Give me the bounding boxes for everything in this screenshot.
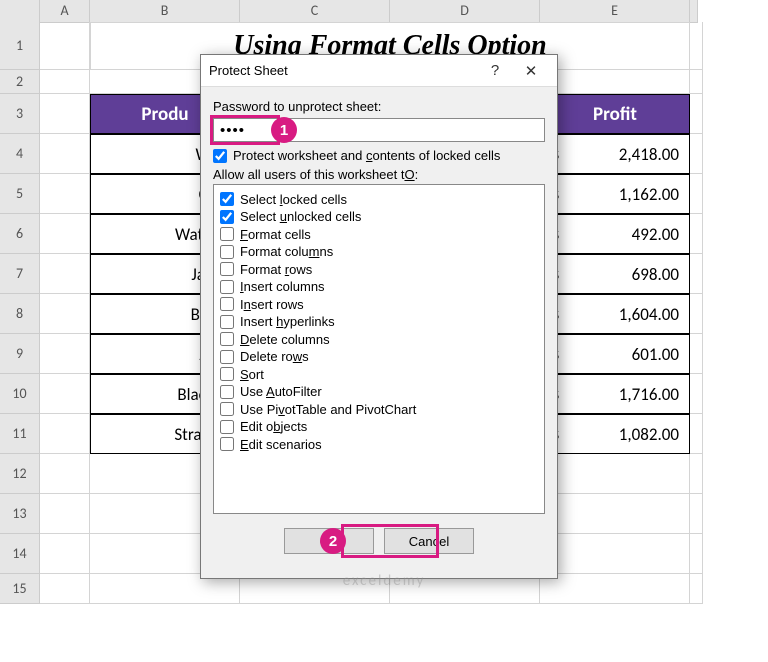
close-button[interactable]: ✕ <box>513 57 549 85</box>
protect-contents-input[interactable] <box>213 149 227 163</box>
permission-option[interactable]: Use AutoFilter <box>220 384 538 399</box>
protect-sheet-dialog: Protect Sheet ? ✕ Password to unprotect … <box>200 54 558 579</box>
col-c[interactable]: C <box>240 0 390 23</box>
row-head-5[interactable]: 5 <box>0 174 40 214</box>
permission-checkbox[interactable] <box>220 437 234 451</box>
permission-checkbox[interactable] <box>220 280 234 294</box>
permission-option[interactable]: Delete columns <box>220 332 538 347</box>
row-head-3[interactable]: 3 <box>0 94 40 134</box>
cancel-button[interactable]: Cancel <box>384 528 474 554</box>
password-label: Password to unprotect sheet: <box>213 99 545 114</box>
permission-checkbox[interactable] <box>220 402 234 416</box>
permission-checkbox[interactable] <box>220 262 234 276</box>
permission-option[interactable]: Edit scenarios <box>220 437 538 452</box>
permission-checkbox[interactable] <box>220 385 234 399</box>
cell-a1[interactable] <box>40 22 90 70</box>
permission-checkbox[interactable] <box>220 210 234 224</box>
permission-option[interactable]: Select locked cells <box>220 192 538 207</box>
protect-contents-checkbox[interactable]: Protect worksheet and contents of locked… <box>213 148 545 163</box>
column-headers: A B C D E <box>0 0 768 22</box>
row-head-11[interactable]: 11 <box>0 414 40 454</box>
row-head-2[interactable]: 2 <box>0 70 40 94</box>
permission-option[interactable]: Edit objects <box>220 419 538 434</box>
permission-checkbox[interactable] <box>220 192 234 206</box>
permission-option[interactable]: Insert columns <box>220 279 538 294</box>
permission-option[interactable]: Format rows <box>220 262 538 277</box>
row-head-1[interactable]: 1 <box>0 22 40 70</box>
corner-cell[interactable] <box>0 0 40 23</box>
col-a[interactable]: A <box>40 0 90 23</box>
permission-option[interactable]: Use PivotTable and PivotChart <box>220 402 538 417</box>
permission-option[interactable]: Delete rows <box>220 349 538 364</box>
row-head-10[interactable]: 10 <box>0 374 40 414</box>
permission-option[interactable]: Sort <box>220 367 538 382</box>
permission-checkbox[interactable] <box>220 227 234 241</box>
permission-checkbox[interactable] <box>220 315 234 329</box>
permission-checkbox[interactable] <box>220 245 234 259</box>
permission-option[interactable]: Insert hyperlinks <box>220 314 538 329</box>
help-button[interactable]: ? <box>477 57 513 85</box>
dialog-title: Protect Sheet <box>209 63 477 78</box>
row-head-9[interactable]: 9 <box>0 334 40 374</box>
permission-option[interactable]: Insert rows <box>220 297 538 312</box>
permission-checkbox[interactable] <box>220 297 234 311</box>
allow-label: Allow all users of this worksheet tO: <box>213 167 545 182</box>
permission-checkbox[interactable] <box>220 367 234 381</box>
password-input[interactable] <box>213 118 545 142</box>
col-f[interactable] <box>690 0 698 23</box>
permission-option[interactable]: Format cells <box>220 227 538 242</box>
row-head-4[interactable]: 4 <box>0 134 40 174</box>
row-head-6[interactable]: 6 <box>0 214 40 254</box>
col-d[interactable]: D <box>390 0 540 23</box>
permission-option[interactable]: Select unlocked cells <box>220 209 538 224</box>
permission-checkbox[interactable] <box>220 332 234 346</box>
permission-option[interactable]: Format columns <box>220 244 538 259</box>
permission-checkbox[interactable] <box>220 420 234 434</box>
cell-profit[interactable]: $2,418.00 <box>540 134 690 174</box>
row-head-7[interactable]: 7 <box>0 254 40 294</box>
permission-checkbox[interactable] <box>220 350 234 364</box>
permissions-listbox[interactable]: Select locked cells Select unlocked cells… <box>213 184 545 514</box>
row-head-8[interactable]: 8 <box>0 294 40 334</box>
dialog-titlebar[interactable]: Protect Sheet ? ✕ <box>201 55 557 87</box>
header-profit: Profit <box>540 94 690 134</box>
ok-button[interactable]: OK <box>284 528 374 554</box>
col-e[interactable]: E <box>540 0 690 23</box>
col-b[interactable]: B <box>90 0 240 23</box>
